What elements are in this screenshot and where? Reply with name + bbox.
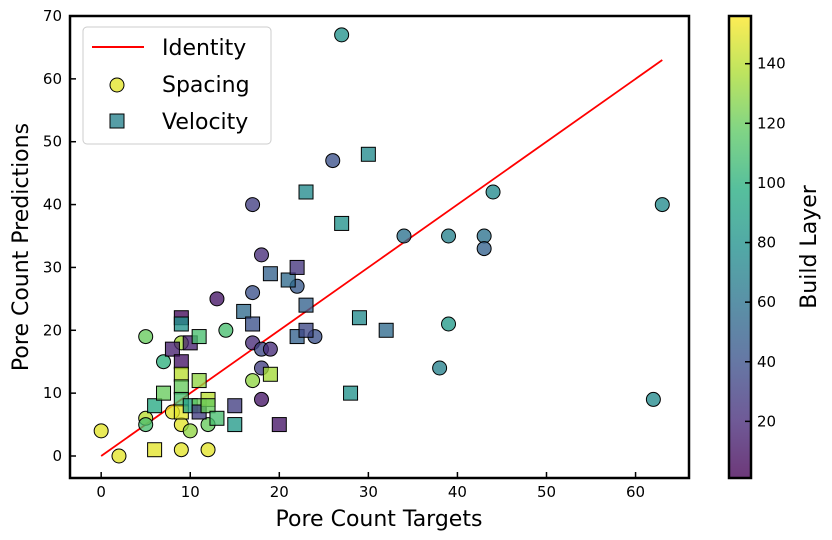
y-tick-label: 0: [52, 447, 62, 465]
spacing-point: [245, 373, 261, 389]
legend-box: [82, 26, 272, 145]
y-tick-label: 70: [43, 7, 62, 25]
x-tick-label: 50: [537, 483, 556, 501]
spacing-point: [111, 448, 127, 464]
velocity-point: [173, 354, 189, 370]
spacing-point: [262, 341, 278, 357]
legend-velocity-marker: [109, 113, 125, 129]
velocity-point: [147, 442, 163, 458]
legend-velocity-label: Velocity: [162, 110, 248, 135]
velocity-point: [298, 322, 314, 338]
spacing-point: [334, 27, 350, 43]
spacing-point: [200, 442, 216, 458]
y-axis-label: Pore Count Predictions: [9, 123, 34, 371]
spacing-point: [476, 228, 492, 244]
legend-spacing-label: Spacing: [162, 73, 250, 98]
data-points-layer: [93, 27, 670, 464]
colorbar-label: Build Layer: [797, 184, 822, 309]
velocity-point: [378, 322, 394, 338]
spacing-point: [245, 197, 261, 213]
velocity-point: [245, 316, 261, 332]
velocity-point: [262, 366, 278, 382]
x-tick-label: 20: [270, 483, 289, 501]
velocity-point: [298, 184, 314, 200]
spacing-point: [209, 291, 225, 307]
y-tick-label: 30: [43, 258, 62, 276]
x-tick-label: 40: [448, 483, 467, 501]
y-tick-label: 60: [43, 70, 62, 88]
spacing-point: [432, 360, 448, 376]
colorbar-tick-label: 20: [757, 412, 776, 430]
velocity-point: [173, 379, 189, 395]
velocity-point: [209, 410, 225, 426]
spacing-point: [218, 322, 234, 338]
y-tick-label: 20: [43, 321, 62, 339]
velocity-point: [334, 215, 350, 231]
spacing-point: [654, 197, 670, 213]
colorbar-tick-label: 40: [757, 353, 776, 371]
velocity-point: [147, 398, 163, 414]
velocity-point: [236, 303, 252, 319]
x-tick-label: 0: [96, 483, 106, 501]
velocity-point: [262, 266, 278, 282]
spacing-point: [173, 442, 189, 458]
colorbar-tick-label: 120: [757, 114, 786, 132]
colorbar-ticks: 20 40 60 80 100 120 140: [745, 55, 786, 430]
colorbar: [729, 16, 751, 478]
spacing-point: [253, 391, 269, 407]
velocity-point: [173, 316, 189, 332]
spacing-point: [485, 184, 501, 200]
identity-line-layer: [100, 59, 663, 457]
legend: Identity Spacing Velocity: [82, 26, 272, 145]
identity-line: [100, 59, 663, 457]
spacing-point: [245, 285, 261, 301]
spacing-point: [441, 316, 457, 332]
x-axis-label: Pore Count Targets: [276, 507, 483, 532]
spacing-point: [182, 423, 198, 439]
velocity-point: [351, 310, 367, 326]
velocity-point: [227, 417, 243, 433]
x-tick-label: 60: [626, 483, 645, 501]
y-axis-ticks: 0 10 20 30 40 50 60 70: [43, 7, 76, 465]
x-tick-label: 30: [359, 483, 378, 501]
legend-identity-label: Identity: [162, 36, 246, 61]
velocity-point: [173, 366, 189, 382]
colorbar-tick-label: 100: [757, 174, 786, 192]
x-axis-ticks: 0 10 20 30 40 50 60: [96, 472, 645, 501]
velocity-point: [289, 259, 305, 275]
velocity-point: [227, 398, 243, 414]
velocity-point: [343, 385, 359, 401]
legend-spacing-marker: [109, 77, 125, 93]
y-tick-label: 40: [43, 196, 62, 214]
velocity-point: [191, 329, 207, 345]
velocity-point: [156, 385, 172, 401]
spacing-point: [396, 228, 412, 244]
spacing-point: [156, 354, 172, 370]
velocity-point: [164, 341, 180, 357]
y-tick-label: 50: [43, 133, 62, 151]
velocity-point: [360, 146, 376, 162]
plot-frame: [68, 14, 691, 480]
colorbar-tick-label: 80: [757, 234, 776, 252]
spacing-point: [441, 228, 457, 244]
spacing-point: [325, 153, 341, 169]
spacing-point: [138, 417, 154, 433]
velocity-point: [298, 297, 314, 313]
velocity-point: [191, 373, 207, 389]
spacing-point: [93, 423, 109, 439]
colorbar-frame: [727, 14, 753, 480]
spacing-point: [476, 241, 492, 257]
velocity-point: [271, 417, 287, 433]
velocity-point: [200, 398, 216, 414]
spacing-point: [645, 391, 661, 407]
y-tick-label: 10: [43, 384, 62, 402]
x-tick-label: 10: [181, 483, 200, 501]
colorbar-tick-label: 60: [757, 293, 776, 311]
colorbar-tick-label: 140: [757, 55, 786, 73]
velocity-point: [280, 272, 296, 288]
spacing-point: [253, 247, 269, 263]
spacing-point: [138, 329, 154, 345]
